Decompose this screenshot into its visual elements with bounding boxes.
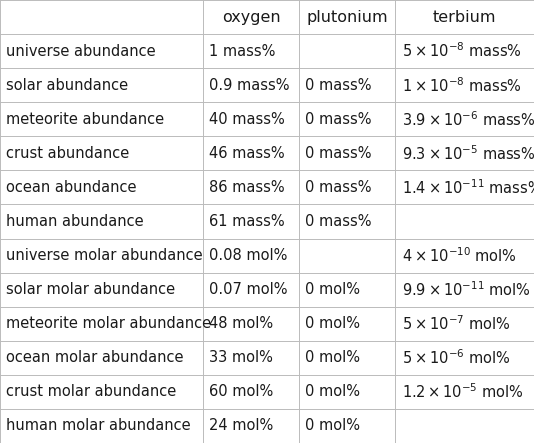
Text: 0.08 mol%: 0.08 mol%: [209, 248, 288, 263]
Text: $3.9 \times 10^{-6}$ mass%: $3.9 \times 10^{-6}$ mass%: [402, 110, 534, 128]
Text: 46 mass%: 46 mass%: [209, 146, 285, 161]
Text: human abundance: human abundance: [6, 214, 144, 229]
Text: 60 mol%: 60 mol%: [209, 385, 273, 400]
Text: 0 mass%: 0 mass%: [305, 78, 372, 93]
Text: oxygen: oxygen: [222, 10, 280, 24]
Text: 0 mol%: 0 mol%: [305, 419, 360, 433]
Text: human molar abundance: human molar abundance: [6, 419, 191, 433]
Text: 0 mass%: 0 mass%: [305, 146, 372, 161]
Text: 0 mol%: 0 mol%: [305, 385, 360, 400]
Text: 33 mol%: 33 mol%: [209, 350, 273, 365]
Text: 0 mass%: 0 mass%: [305, 214, 372, 229]
Text: $5 \times 10^{-6}$ mol%: $5 \times 10^{-6}$ mol%: [402, 349, 510, 367]
Text: $1 \times 10^{-8}$ mass%: $1 \times 10^{-8}$ mass%: [402, 76, 521, 94]
Text: $1.2 \times 10^{-5}$ mol%: $1.2 \times 10^{-5}$ mol%: [402, 383, 523, 401]
Text: meteorite abundance: meteorite abundance: [6, 112, 164, 127]
Text: $1.4 \times 10^{-11}$ mass%: $1.4 \times 10^{-11}$ mass%: [402, 178, 534, 197]
Text: universe molar abundance: universe molar abundance: [6, 248, 203, 263]
Text: 0 mass%: 0 mass%: [305, 112, 372, 127]
Text: solar abundance: solar abundance: [6, 78, 129, 93]
Text: 1 mass%: 1 mass%: [209, 43, 276, 58]
Text: 24 mol%: 24 mol%: [209, 419, 273, 433]
Text: 48 mol%: 48 mol%: [209, 316, 273, 331]
Text: $9.3 \times 10^{-5}$ mass%: $9.3 \times 10^{-5}$ mass%: [402, 144, 534, 163]
Text: plutonium: plutonium: [307, 10, 388, 24]
Text: 0 mol%: 0 mol%: [305, 350, 360, 365]
Text: $5 \times 10^{-8}$ mass%: $5 \times 10^{-8}$ mass%: [402, 42, 521, 60]
Text: 40 mass%: 40 mass%: [209, 112, 285, 127]
Text: $5 \times 10^{-7}$ mol%: $5 \times 10^{-7}$ mol%: [402, 315, 510, 333]
Text: 0.9 mass%: 0.9 mass%: [209, 78, 290, 93]
Text: $4 \times 10^{-10}$ mol%: $4 \times 10^{-10}$ mol%: [402, 246, 516, 265]
Text: solar molar abundance: solar molar abundance: [6, 282, 176, 297]
Text: meteorite molar abundance: meteorite molar abundance: [6, 316, 211, 331]
Text: $9.9 \times 10^{-11}$ mol%: $9.9 \times 10^{-11}$ mol%: [402, 280, 530, 299]
Text: universe abundance: universe abundance: [6, 43, 156, 58]
Text: 0 mol%: 0 mol%: [305, 282, 360, 297]
Text: 61 mass%: 61 mass%: [209, 214, 285, 229]
Text: 0.07 mol%: 0.07 mol%: [209, 282, 288, 297]
Text: ocean molar abundance: ocean molar abundance: [6, 350, 184, 365]
Text: 0 mass%: 0 mass%: [305, 180, 372, 195]
Text: 86 mass%: 86 mass%: [209, 180, 285, 195]
Text: crust abundance: crust abundance: [6, 146, 130, 161]
Text: 0 mol%: 0 mol%: [305, 316, 360, 331]
Text: crust molar abundance: crust molar abundance: [6, 385, 177, 400]
Text: terbium: terbium: [433, 10, 496, 24]
Text: ocean abundance: ocean abundance: [6, 180, 137, 195]
